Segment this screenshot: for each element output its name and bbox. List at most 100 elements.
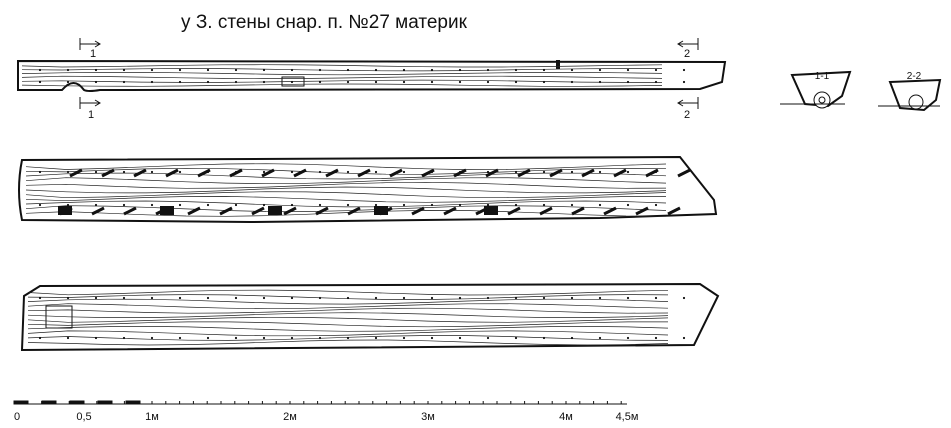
nail-hole — [66, 203, 70, 207]
grain — [27, 289, 669, 296]
dash — [293, 168, 307, 178]
nail-hole — [262, 336, 266, 340]
dash — [187, 206, 201, 216]
nail-hole — [430, 68, 434, 72]
mortise — [268, 206, 282, 215]
cross-section — [780, 70, 852, 109]
nail-hole — [486, 203, 490, 207]
section-label: 1-1 — [815, 71, 830, 82]
nail-hole — [542, 296, 546, 300]
dash — [613, 168, 627, 178]
nail-hole — [38, 203, 42, 207]
dash — [197, 168, 211, 178]
nail-hole — [374, 203, 378, 207]
nail-hole — [626, 336, 630, 340]
dash — [603, 206, 617, 216]
dash — [645, 168, 659, 178]
nail-hole — [206, 336, 210, 340]
cross-section — [878, 78, 942, 112]
nail-hole — [430, 80, 434, 84]
mortise — [160, 206, 174, 215]
nail-hole — [38, 80, 42, 84]
dash — [571, 206, 585, 216]
nail-hole — [234, 296, 238, 300]
nail-hole — [626, 170, 630, 174]
dash — [549, 168, 563, 178]
grain — [27, 330, 669, 337]
nail-hole — [654, 296, 658, 300]
grain — [21, 72, 663, 76]
marker: 1 — [90, 48, 96, 60]
dash — [347, 206, 361, 216]
dash — [517, 168, 531, 178]
mortise — [484, 206, 498, 215]
nail-hole — [178, 203, 182, 207]
dash — [357, 168, 371, 178]
grain — [25, 177, 667, 185]
grain — [21, 83, 663, 87]
dash — [507, 206, 521, 216]
nail-hole — [346, 68, 350, 72]
nail-hole — [262, 203, 266, 207]
grain — [25, 200, 667, 208]
nail-hole — [262, 296, 266, 300]
nail-hole — [514, 80, 518, 84]
dash — [229, 168, 243, 178]
nail-hole — [598, 68, 602, 72]
nail-hole — [402, 203, 406, 207]
nail-hole — [234, 80, 238, 84]
nail-hole — [486, 170, 490, 174]
grain — [21, 68, 663, 72]
nail-hole — [654, 336, 658, 340]
nail-hole — [318, 68, 322, 72]
nail-hole — [682, 80, 686, 84]
mortise — [374, 206, 388, 215]
nail-hole — [318, 170, 322, 174]
grain — [25, 186, 667, 194]
section-label: 2-2 — [907, 71, 922, 82]
dash — [677, 168, 691, 178]
nail-hole — [66, 80, 70, 84]
nail-hole — [346, 80, 350, 84]
nail-hole — [458, 68, 462, 72]
nail-hole — [178, 296, 182, 300]
nail-hole — [570, 68, 574, 72]
nail-hole — [94, 80, 98, 84]
scale-label: 0,5 — [76, 411, 91, 423]
nail-hole — [66, 296, 70, 300]
nail-hole — [94, 68, 98, 72]
nail-hole — [374, 80, 378, 84]
nail-hole — [542, 80, 546, 84]
nail-hole — [570, 80, 574, 84]
nail-hole — [206, 80, 210, 84]
nail-hole — [178, 80, 182, 84]
grain — [27, 321, 668, 328]
nail-hole — [122, 296, 126, 300]
nail-hole — [486, 80, 490, 84]
nail-hole — [570, 296, 574, 300]
nail-hole — [346, 203, 350, 207]
nail-hole — [570, 170, 574, 174]
grain — [27, 312, 669, 318]
nail-hole — [542, 203, 546, 207]
grain — [25, 196, 667, 203]
nail-hole — [206, 203, 210, 207]
nail-hole — [402, 336, 406, 340]
nail-hole — [150, 296, 154, 300]
nail-hole — [654, 68, 658, 72]
dash — [421, 168, 435, 178]
marker: 2 — [684, 109, 690, 121]
grain — [25, 172, 667, 180]
dash — [443, 206, 457, 216]
scale-label: 3м — [421, 411, 435, 423]
grain — [25, 163, 667, 170]
marker: 2 — [684, 48, 690, 60]
nail-hole — [514, 336, 518, 340]
nail-hole — [374, 296, 378, 300]
scale-label: 4м — [559, 411, 573, 423]
nail-hole — [122, 68, 126, 72]
scale-label: 0 — [14, 411, 20, 423]
dash — [389, 168, 403, 178]
nail-hole — [374, 170, 378, 174]
nail-hole — [626, 296, 630, 300]
